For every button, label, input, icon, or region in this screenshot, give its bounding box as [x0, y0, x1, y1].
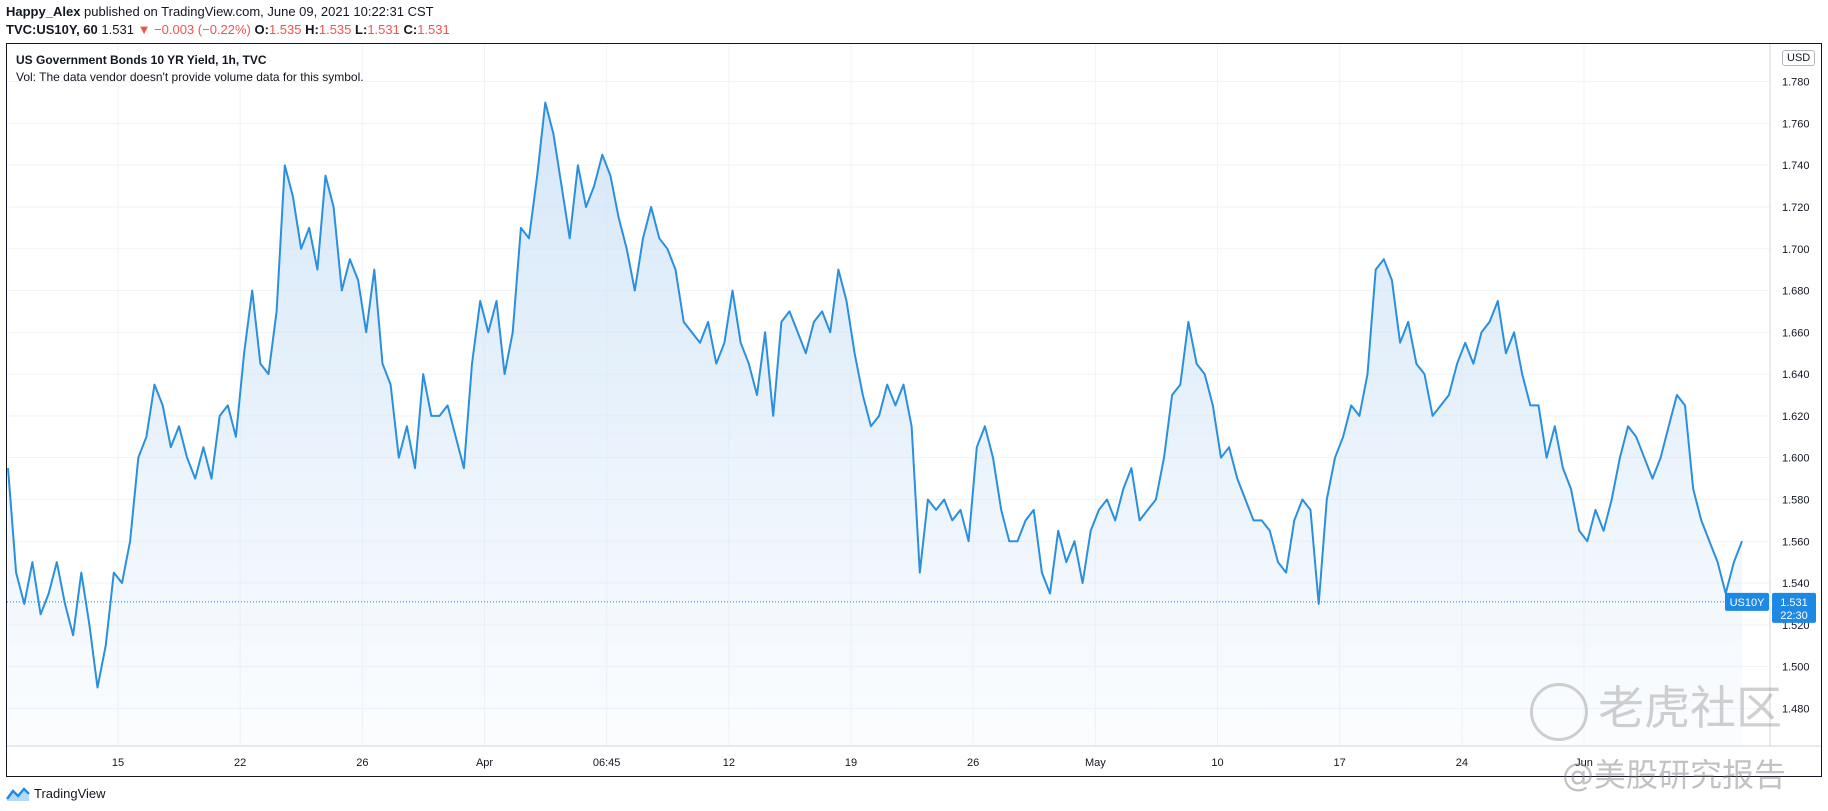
symbol-tag-label: US10Y [1730, 597, 1766, 609]
x-tick-label: 12 [723, 757, 735, 769]
y-tick-label: 1.560 [1782, 536, 1810, 548]
watermark-logo-icon [1530, 682, 1588, 741]
x-tick-label: 26 [967, 757, 979, 769]
watermark-brand: 老虎社区 [1530, 672, 1782, 741]
x-tick-label: 15 [112, 757, 124, 769]
symbol-line: TVC:US10Y, 60 1.531 ▼ −0.003 (−0.22%) O:… [6, 22, 450, 37]
currency-badge[interactable]: USD [1782, 50, 1816, 66]
x-tick-label: 26 [356, 757, 368, 769]
price-tag-time: 22:30 [1780, 610, 1808, 622]
y-tick-label: 1.480 [1782, 703, 1810, 715]
close-value: 1.531 [417, 22, 450, 37]
price-tag-value: 1.531 [1780, 597, 1808, 609]
y-tick-label: 1.700 [1782, 244, 1810, 256]
low-value: 1.531 [367, 22, 400, 37]
volume-note: Vol: The data vendor doesn't provide vol… [16, 70, 364, 84]
published-info: published on TradingView.com, June 09, 2… [84, 4, 434, 19]
y-tick-label: 1.500 [1782, 662, 1810, 674]
y-tick-label: 1.760 [1782, 118, 1810, 130]
x-tick-label: 24 [1456, 757, 1468, 769]
high-value: 1.535 [318, 22, 352, 37]
y-tick-label: 1.540 [1782, 578, 1810, 590]
x-tick-label: May [1085, 757, 1106, 769]
x-tick-label: Jun [1575, 757, 1593, 769]
price-axis-tag [1772, 592, 1816, 623]
y-tick-label: 1.680 [1782, 286, 1810, 298]
tradingview-logo-icon [6, 786, 30, 801]
chart-title: US Government Bonds 10 YR Yield, 1h, TVC [16, 53, 267, 67]
price-change: ▼ −0.003 (−0.22%) [137, 22, 251, 37]
x-tick-label: 22 [234, 757, 246, 769]
footer-brand: TradingView [34, 786, 106, 801]
symbol-name: TVC:US10Y, 60 [6, 22, 98, 37]
watermark-handle: @美股研究报告 [1562, 756, 1787, 794]
high-label: H: [305, 22, 319, 37]
series-line[interactable] [7, 101, 1743, 689]
y-tick-label: 1.720 [1782, 202, 1810, 214]
x-tick-label: 17 [1334, 757, 1346, 769]
last-price: 1.531 [101, 22, 134, 37]
y-tick-label: 1.640 [1782, 369, 1810, 381]
symbol-tag [1725, 592, 1769, 611]
tradingview-footer[interactable]: TradingView [6, 786, 106, 801]
x-tick-label: 10 [1211, 757, 1223, 769]
y-tick-label: 1.600 [1782, 453, 1810, 465]
author-name[interactable]: Happy_Alex [6, 4, 81, 19]
series-area-fill [8, 102, 1742, 746]
x-tick-label: 19 [845, 757, 857, 769]
x-tick-label: Apr [476, 757, 493, 769]
publisher-line: Happy_Alex published on TradingView.com,… [6, 4, 434, 19]
low-label: L: [355, 22, 368, 37]
watermark-brand-text: 老虎社区 [1598, 681, 1782, 735]
y-tick-label: 1.780 [1782, 77, 1810, 89]
y-tick-label: 1.740 [1782, 160, 1810, 172]
open-value: 1.535 [268, 22, 302, 37]
chart-panel[interactable] [6, 43, 1822, 777]
y-tick-label: 1.580 [1782, 494, 1810, 506]
close-label: C: [403, 22, 418, 37]
x-tick-label: 06:45 [593, 757, 621, 769]
y-tick-label: 1.660 [1782, 327, 1810, 339]
y-tick-label: 1.620 [1782, 411, 1810, 423]
open-label: O: [254, 22, 269, 37]
